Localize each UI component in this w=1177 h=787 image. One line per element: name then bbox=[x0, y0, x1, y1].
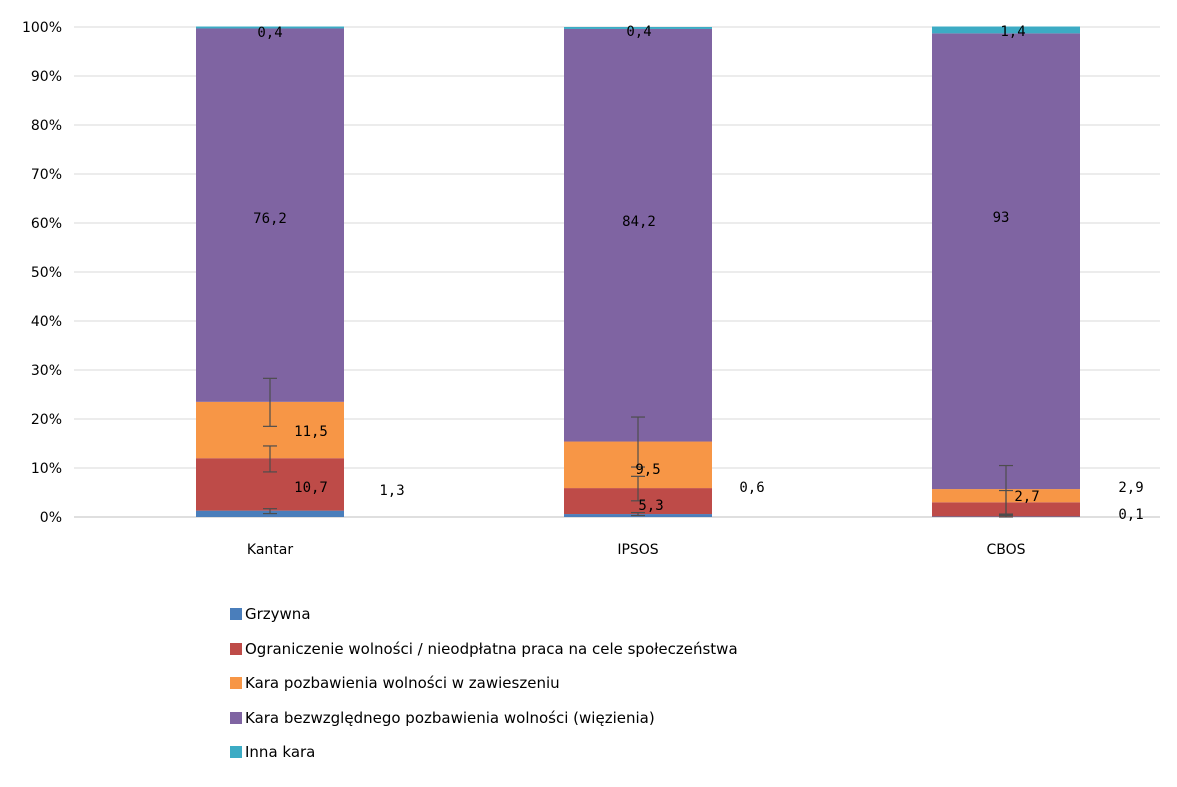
data-label: 0,6 bbox=[739, 480, 764, 496]
y-tick-label: 40% bbox=[31, 314, 62, 330]
legend-swatch bbox=[230, 642, 242, 655]
bar-segment bbox=[564, 27, 712, 29]
data-label: 5,3 bbox=[638, 498, 663, 514]
legend-label: Ograniczenie wolności / nieodpłatna prac… bbox=[245, 639, 738, 658]
legend-swatch bbox=[230, 677, 242, 689]
data-label: 76,2 bbox=[253, 211, 287, 227]
bar-segment bbox=[932, 26, 1080, 34]
y-tick-label: 70% bbox=[31, 167, 62, 183]
data-label: 84,2 bbox=[622, 214, 656, 230]
data-label: 10,7 bbox=[294, 480, 328, 496]
legend: Grzywna Ograniczenie wolności / nieodpłat… bbox=[230, 604, 738, 777]
y-tick-label: 0% bbox=[40, 510, 62, 526]
bars bbox=[196, 26, 1080, 517]
bar-segment bbox=[196, 28, 344, 402]
y-tick-label: 100% bbox=[22, 20, 62, 36]
y-tick-label: 50% bbox=[31, 265, 62, 281]
category-label: Kantar bbox=[247, 542, 293, 558]
y-tick-label: 80% bbox=[31, 118, 62, 134]
data-label: 9,5 bbox=[635, 462, 660, 478]
legend-item: Kara bezwzględnego pozbawienia wolności … bbox=[230, 708, 738, 728]
data-label: 2,7 bbox=[1014, 489, 1039, 505]
category-label: IPSOS bbox=[617, 542, 658, 558]
data-label: 0,1 bbox=[1118, 507, 1143, 523]
data-label: 2,9 bbox=[1118, 480, 1143, 496]
y-tick-label: 90% bbox=[31, 69, 62, 85]
legend-label: Kara pozbawienia wolności w zawieszeniu bbox=[245, 674, 560, 692]
legend-label: Grzywna bbox=[245, 605, 311, 623]
legend-item: Ograniczenie wolności / nieodpłatna prac… bbox=[230, 639, 738, 659]
legend-swatch bbox=[230, 746, 242, 758]
legend-swatch bbox=[230, 711, 242, 724]
legend-item: Inna kara bbox=[230, 742, 738, 762]
y-tick-label: 30% bbox=[31, 363, 62, 379]
legend-item: Grzywna bbox=[230, 604, 738, 624]
data-labels: 1,3 10,7 11,5 76,2 0,4 0,6 5,3 9,5 84,2 0,4 0,1 2,9… bbox=[253, 24, 1144, 523]
y-tick-label: 20% bbox=[31, 412, 62, 428]
data-label: 0,4 bbox=[257, 25, 282, 41]
legend-label: Kara bezwzględnego pozbawienia wolności … bbox=[245, 708, 655, 727]
error-bars bbox=[263, 377, 1013, 518]
data-label: 93 bbox=[993, 210, 1010, 226]
data-label: 1,3 bbox=[379, 483, 404, 499]
legend-label: Inna kara bbox=[245, 743, 316, 761]
legend-swatch bbox=[230, 608, 242, 620]
bar-segment bbox=[196, 26, 344, 29]
stacked-bar-chart: 0% 10% 20% 30% 40% 50% 60% 70% 80% 90% 100% 1,3 10,… bbox=[22, 20, 1160, 558]
y-tick-label: 60% bbox=[31, 216, 62, 232]
data-label: 1,4 bbox=[1000, 24, 1025, 40]
legend-item: Kara pozbawienia wolności w zawieszeniu bbox=[230, 673, 738, 693]
x-axis: Kantar IPSOS CBOS bbox=[247, 542, 1026, 558]
y-tick-label: 10% bbox=[31, 461, 62, 477]
bar-segment bbox=[932, 33, 1080, 490]
data-label: 11,5 bbox=[294, 424, 328, 440]
category-label: CBOS bbox=[986, 542, 1025, 558]
data-label: 0,4 bbox=[626, 24, 651, 40]
bar-segment bbox=[564, 28, 712, 442]
